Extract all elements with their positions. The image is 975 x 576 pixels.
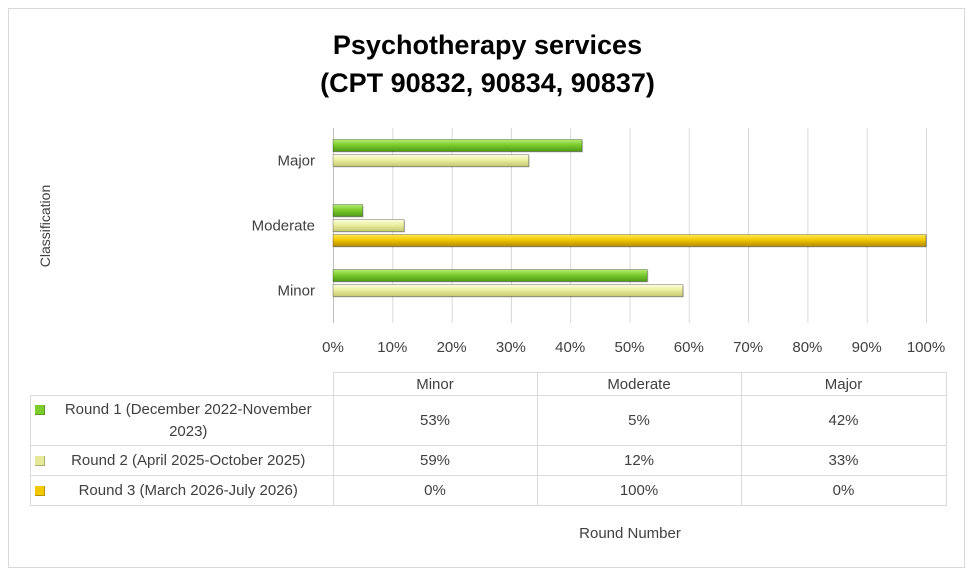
data-table-cell: 12% [536, 445, 742, 476]
data-table-cell: 59% [332, 445, 538, 476]
x-axis-label: Round Number [579, 525, 681, 542]
data-table-cell: 33% [740, 445, 947, 476]
category-labels: Minor Moderate Major [252, 153, 315, 300]
data-table-cell: 5% [536, 395, 742, 446]
x-tick-label: 20% [437, 339, 467, 356]
x-tick-labels: 0% 10% 20% 30% 40% 50% 60% 70% 80% 90% 100% [322, 339, 945, 356]
x-tick-label: 90% [852, 339, 882, 356]
data-table-header: Major [740, 372, 947, 396]
data-table-corner [30, 372, 334, 396]
bar [332, 219, 405, 232]
x-tick-label: 70% [733, 339, 763, 356]
bars [332, 139, 927, 298]
legend-key [35, 485, 45, 496]
data-table-header: Moderate [536, 372, 742, 396]
data-table: Minor Moderate Major Round 1 (December 2… [30, 372, 947, 506]
chart-title-line1: Psychotherapy services [332, 30, 643, 60]
data-table-header: Minor [332, 372, 538, 396]
bar [332, 204, 364, 217]
category-label: Minor [277, 283, 315, 300]
x-tick-label: 30% [496, 339, 526, 356]
legend-label: Round 1 (December 2022-November 2023) [64, 400, 312, 440]
legend-key [35, 455, 45, 466]
data-table-cell: 42% [740, 395, 947, 446]
bar [332, 139, 583, 152]
legend-entry: Round 2 (April 2025-October 2025) [30, 445, 334, 476]
legend-label: Round 2 (April 2025-October 2025) [71, 451, 306, 469]
legend-entry: Round 3 (March 2026-July 2026) [30, 475, 334, 506]
x-tick-label: 40% [555, 339, 585, 356]
x-tick-label: 10% [377, 339, 407, 356]
category-label: Moderate [252, 218, 315, 235]
data-table-cell: 100% [536, 475, 742, 506]
x-tick-label: 0% [322, 339, 344, 356]
x-tick-label: 60% [674, 339, 704, 356]
data-table-row: Round 1 (December 2022-November 2023) 53… [30, 395, 947, 446]
legend-entry: Round 1 (December 2022-November 2023) [30, 395, 334, 446]
data-table-row: Round 2 (April 2025-October 2025) 59% 12… [30, 445, 947, 476]
data-table-cell: 0% [740, 475, 947, 506]
bar [332, 154, 530, 167]
chart-title-line2: (CPT 90832, 90834, 90837) [320, 68, 655, 98]
x-tick-label: 50% [614, 339, 644, 356]
bar [332, 269, 648, 282]
x-tick-label: 80% [792, 339, 822, 356]
x-tick-label: 100% [907, 339, 945, 356]
legend-label: Round 3 (March 2026-July 2026) [78, 481, 298, 499]
category-label: Major [277, 153, 315, 170]
bar [332, 234, 927, 247]
bar [332, 284, 684, 297]
data-table-cell: 53% [332, 395, 538, 446]
data-table-cell: 0% [332, 475, 538, 506]
chart-frame [8, 8, 965, 568]
legend-key [35, 404, 45, 415]
data-table-row: Round 3 (March 2026-July 2026) 0% 100% 0… [30, 475, 947, 506]
